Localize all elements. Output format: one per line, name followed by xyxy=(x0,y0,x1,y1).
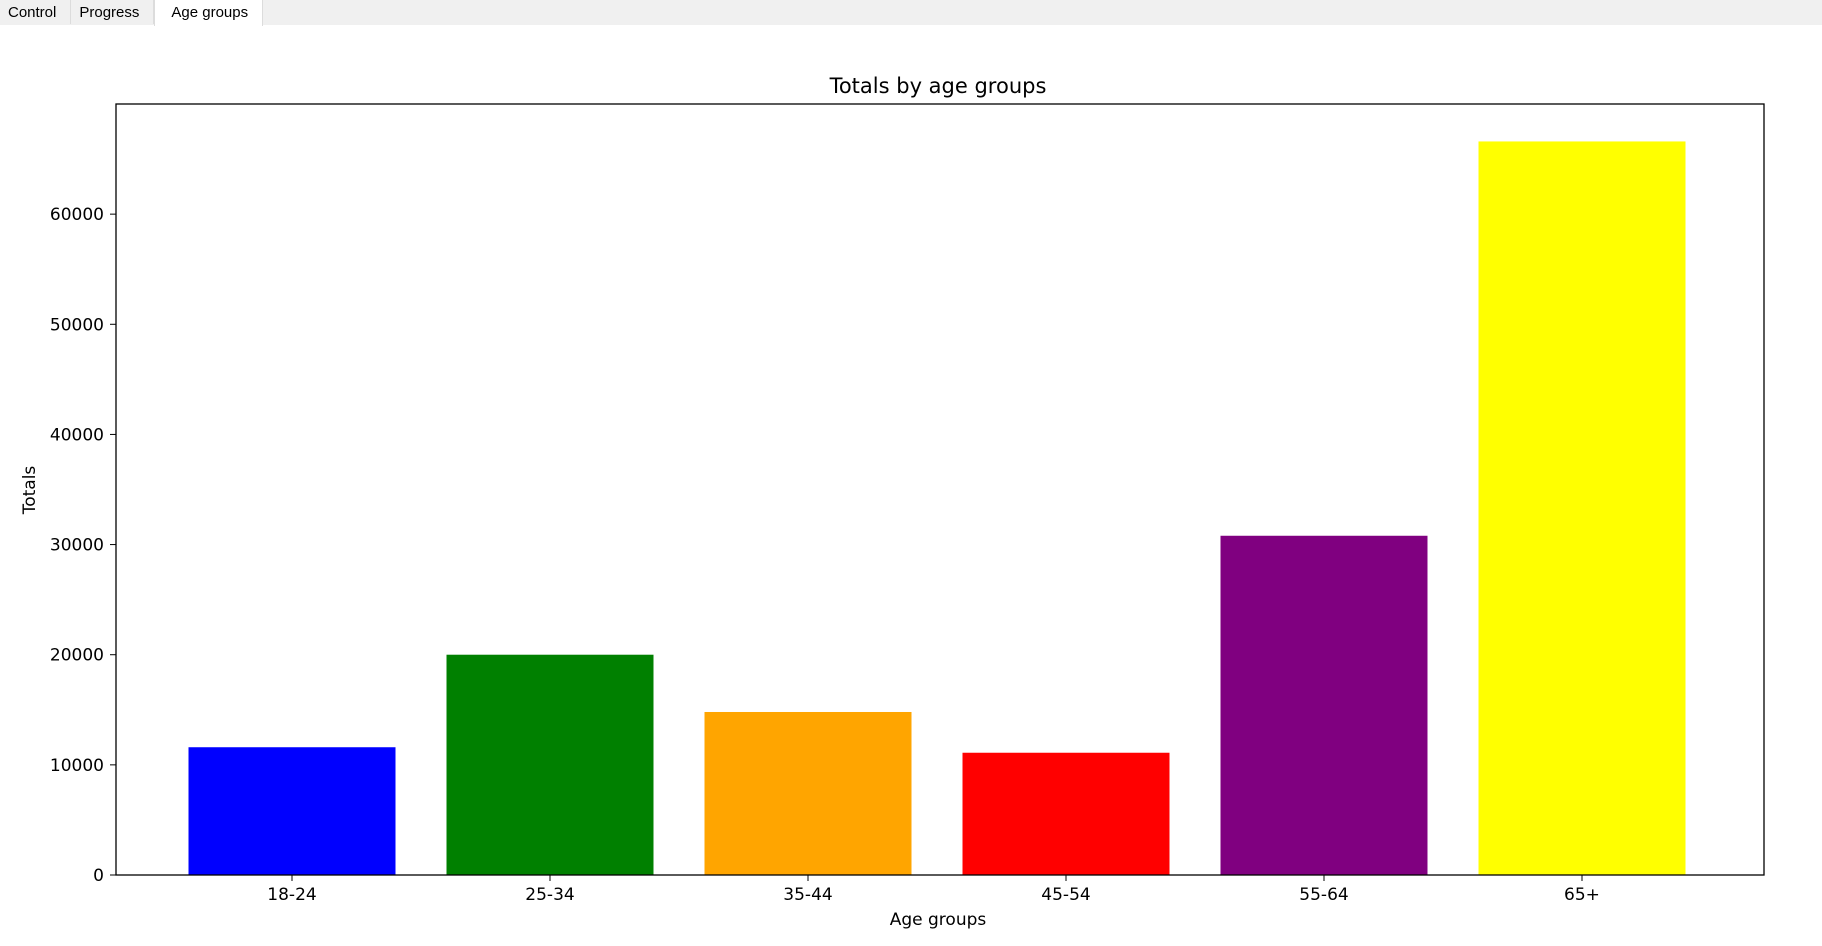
axes-frame xyxy=(115,103,1765,876)
bar-18-24 xyxy=(188,747,396,875)
y-axis-label: Totals xyxy=(20,466,40,516)
x-tick-label: 55-64 xyxy=(1299,885,1348,905)
bars-group xyxy=(188,141,1686,875)
y-tick-label: 60000 xyxy=(50,205,104,225)
y-tick-label: 0 xyxy=(93,866,104,886)
y-tick-label: 30000 xyxy=(50,536,104,556)
x-ticks-group: 18-24 25-34 35-44 45-54 55-64 65+ xyxy=(267,875,1600,905)
y-ticks-group: 0 10000 20000 30000 40000 50000 60000 xyxy=(50,205,116,886)
tab-control[interactable]: Control xyxy=(0,0,72,24)
y-tick-label: 50000 xyxy=(50,315,104,335)
x-tick-label: 25-34 xyxy=(525,885,574,905)
x-tick-label: 35-44 xyxy=(783,885,832,905)
y-tick-label: 10000 xyxy=(50,756,104,776)
bar-65+ xyxy=(1478,141,1686,875)
x-tick-label: 45-54 xyxy=(1041,885,1090,905)
bar-35-44 xyxy=(704,711,912,875)
y-tick-label: 20000 xyxy=(50,646,104,666)
x-tick-label: 65+ xyxy=(1564,885,1600,905)
chart-title: Totals by age groups xyxy=(829,74,1047,98)
tab-bar: Control Progress Age groups xyxy=(0,0,1822,26)
bar-chart: Totals by age groups 0 10000 20000 30000 400… xyxy=(20,74,1765,930)
bar-45-54 xyxy=(962,752,1170,875)
x-axis-label: Age groups xyxy=(890,910,987,930)
bar-55-64 xyxy=(1220,535,1428,875)
y-tick-label: 40000 xyxy=(50,425,104,445)
bar-25-34 xyxy=(446,654,654,875)
tab-age-groups[interactable]: Age groups xyxy=(154,0,264,26)
chart-area: Totals by age groups 0 10000 20000 30000 400… xyxy=(0,26,1822,942)
x-tick-label: 18-24 xyxy=(267,885,316,905)
tab-progress[interactable]: Progress xyxy=(71,0,155,24)
